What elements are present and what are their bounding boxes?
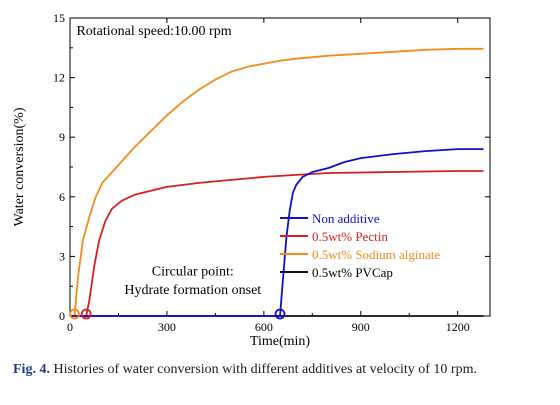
axis-ticks: 0 300 600 900 1200 0 3 6 9 12 15 bbox=[53, 11, 490, 334]
x-tick-label: 300 bbox=[158, 320, 176, 334]
x-tick-label: 1200 bbox=[446, 320, 470, 334]
series-line-1 bbox=[70, 170, 484, 317]
onset-markers bbox=[69, 308, 286, 320]
caption-text: Histories of water conversion with diffe… bbox=[49, 362, 477, 377]
legend-label-3: 0.5wt% PVCap bbox=[312, 265, 393, 280]
y-tick-label: 9 bbox=[59, 130, 65, 144]
figure-caption: Fig. 4. Histories of water conversion wi… bbox=[13, 360, 543, 379]
legend-label-2: 0.5wt% Sodium alginate bbox=[312, 247, 440, 262]
y-tick-label: 15 bbox=[53, 11, 65, 25]
caption-label: Fig. 4. bbox=[13, 362, 50, 377]
annotation-circular-point: Circular point: bbox=[152, 264, 234, 279]
onset-marker-0 bbox=[274, 308, 286, 320]
chart: 0 300 600 900 1200 0 3 6 9 12 15 Non additive 0.5wt… bbox=[12, 11, 491, 349]
y-tick-label: 12 bbox=[53, 71, 65, 85]
legend: Non additive 0.5wt% Pectin 0.5wt% Sodium a… bbox=[280, 211, 440, 280]
y-tick-label: 0 bbox=[59, 309, 65, 323]
x-tick-label: 600 bbox=[255, 320, 273, 334]
onset-marker-1 bbox=[80, 308, 92, 320]
legend-label-1: 0.5wt% Pectin bbox=[312, 229, 388, 244]
x-tick-label: 900 bbox=[352, 320, 370, 334]
series-line-2 bbox=[70, 47, 484, 317]
annotation-rotational-speed: Rotational speed:10.00 rpm bbox=[76, 24, 231, 39]
y-tick-label: 6 bbox=[59, 190, 65, 204]
x-tick-label: 0 bbox=[67, 320, 73, 334]
legend-label-0: Non additive bbox=[312, 211, 380, 226]
series-lines bbox=[70, 47, 484, 317]
y-axis-label: Water conversion(%) bbox=[12, 107, 27, 226]
series-line-0 bbox=[70, 148, 484, 317]
onset-marker-2 bbox=[69, 308, 80, 320]
annotation-hydrate-formation-onset: Hydrate formation onset bbox=[124, 283, 261, 298]
y-tick-label: 3 bbox=[59, 249, 65, 263]
x-axis-label: Time(min) bbox=[250, 334, 310, 349]
